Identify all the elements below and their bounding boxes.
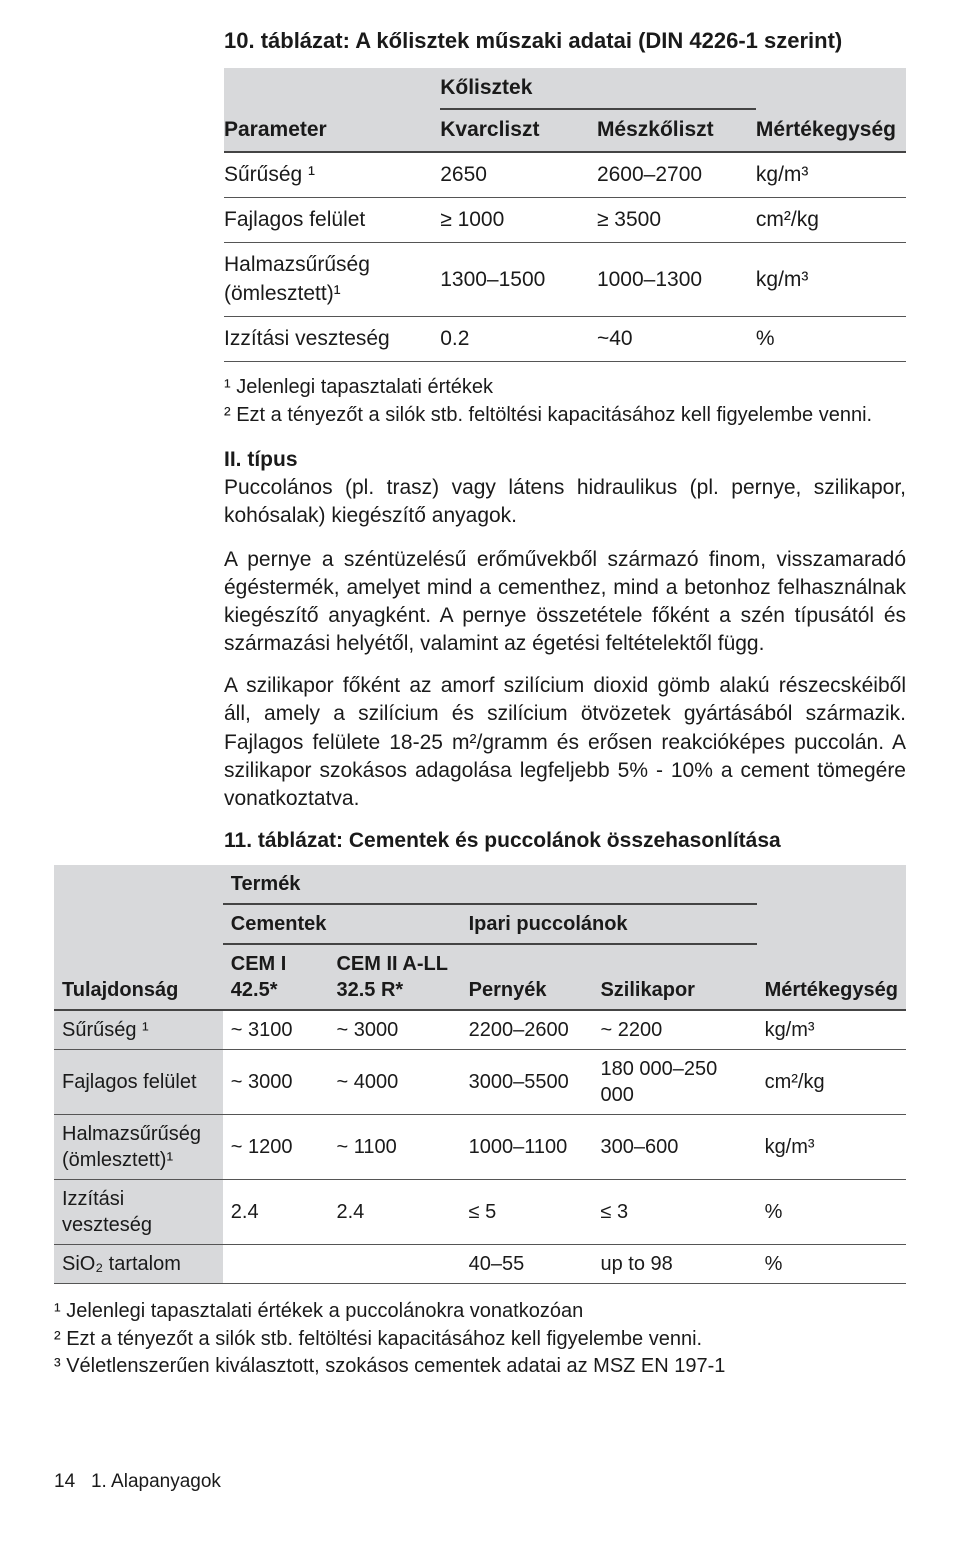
table10-row: Halmazsűrűség (ömlesztett)¹ 1300–1500 10… (224, 243, 906, 317)
table11-title: 11. táblázat: Cementek és puccolánok öss… (224, 829, 906, 853)
t11-h-unit: Mértékegység (757, 944, 906, 1010)
table10-block: 10. táblázat: A kőlisztek műszaki adatai… (224, 28, 906, 853)
table11-row: Izzítási veszteség 2.4 2.4 ≤ 5 ≤ 3 % (54, 1179, 906, 1244)
footnote: ¹ Jelenlegi tapasztalati értékek a pucco… (54, 1298, 906, 1326)
t11-g3: Ipari puccolánok (461, 904, 757, 944)
table11-footnotes: ¹ Jelenlegi tapasztalati értékek a pucco… (54, 1298, 906, 1381)
table11-row: Sűrűség ¹ ~ 3100 ~ 3000 2200–2600 ~ 2200… (54, 1010, 906, 1050)
section-p2: A szilikapor főként az amorf szilícium d… (224, 672, 906, 813)
table10-title: 10. táblázat: A kőlisztek műszaki adatai… (224, 28, 906, 54)
t11-group-row1: Termék (54, 865, 906, 904)
table11-row: Fajlagos felület ~ 3000 ~ 4000 3000–5500… (54, 1049, 906, 1114)
t10-h-c2: Kvarcliszt (440, 109, 597, 151)
page-root: 10. táblázat: A kőlisztek műszaki adatai… (0, 0, 960, 1531)
table10-row: Fajlagos felület ≥ 1000 ≥ 3500 cm²/kg (224, 198, 906, 243)
t11-group-row2: Cementek Ipari puccolánok (54, 904, 906, 944)
t10-h-param: Parameter (224, 109, 440, 151)
section-intro: Puccolános (pl. trasz) vagy látens hidra… (224, 474, 906, 530)
table10: Kőlisztek Parameter Kvarcliszt Mészkőlis… (224, 68, 906, 362)
t11-header-row: Tulajdonság CEM I 42.5* CEM II A-LL 32.5… (54, 944, 906, 1010)
table10-group-header: Kőlisztek (440, 68, 756, 109)
table11-row: SiO₂ tartalom 40–55 up to 98 % (54, 1244, 906, 1283)
section-p1: A pernye a széntüzelésű erőművekből szár… (224, 546, 906, 659)
t10-h-unit: Mértékegység (756, 109, 906, 151)
chapter-label: 1. Alapanyagok (91, 1471, 221, 1492)
footnote: ³ Véletlenszerűen kiválasztott, szokásos… (54, 1353, 906, 1381)
table11-row: Halmazsűrűség (ömlesztett)¹ ~ 1200 ~ 110… (54, 1114, 906, 1179)
page-footer: 14 1. Alapanyagok (54, 1471, 906, 1493)
footnote: ² Ezt a tényezőt a silók stb. feltöltési… (224, 402, 906, 430)
t11-g2: Cementek (223, 904, 461, 944)
table11: Termék Cementek Ipari puccolánok Tulajdo… (54, 865, 906, 1284)
table10-row: Sűrűség ¹ 2650 2600–2700 kg/m³ (224, 152, 906, 198)
t11-h-cem1: CEM I 42.5* (223, 944, 329, 1010)
table10-row: Izzítási veszteség 0.2 ~40 % (224, 317, 906, 362)
t11-h-prop: Tulajdonság (54, 944, 223, 1010)
t11-h-p1: Pernyék (461, 944, 593, 1010)
table10-footnotes: ¹ Jelenlegi tapasztalati értékek ² Ezt a… (224, 374, 906, 429)
table10-group-row: Kőlisztek (224, 68, 906, 109)
t11-g1: Termék (223, 865, 757, 904)
page-number: 14 (54, 1471, 75, 1492)
footnote: ¹ Jelenlegi tapasztalati értékek (224, 374, 906, 402)
section-heading: II. típus (224, 448, 906, 472)
footnote: ² Ezt a tényezőt a silók stb. feltöltési… (54, 1326, 906, 1354)
table10-header-row: Parameter Kvarcliszt Mészkőliszt Mértéke… (224, 109, 906, 151)
t11-h-p2: Szilikapor (592, 944, 756, 1010)
t10-h-c3: Mészkőliszt (597, 109, 756, 151)
t11-h-cem2: CEM II A-LL 32.5 R* (328, 944, 460, 1010)
